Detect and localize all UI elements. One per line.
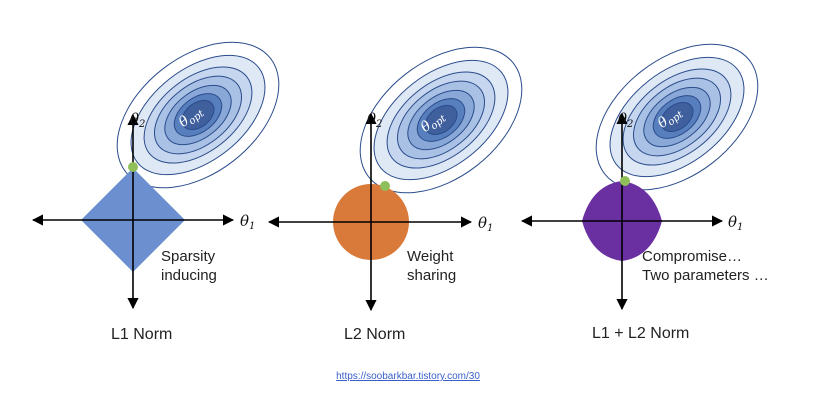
note-line-2: inducing: [161, 267, 217, 284]
caption: L1 + L2 Norm: [592, 325, 689, 342]
theta2-label: θ2: [618, 110, 633, 130]
caption: L1 Norm: [111, 326, 172, 343]
theta1-label: θ1: [728, 213, 743, 233]
panel-l1-norm: θ1 θ2 θopt Sparsity inducing L1 Norm: [31, 41, 280, 343]
source-link[interactable]: https://soobarkbar.tistory.com/30: [336, 371, 480, 382]
theta2-label: θ2: [130, 110, 145, 130]
note-line-1: Weight: [407, 248, 454, 265]
note-line-2: Two parameters …: [642, 267, 769, 284]
loss-contours: [116, 41, 280, 189]
theta2-label: θ2: [367, 110, 382, 130]
panel-l1-plus-l2-norm: θ1 θ2 θopt Compromise… Two parameters … …: [520, 43, 769, 342]
panel-l2-norm: θ1 θ2 θopt Weight sharing L2 Norm: [267, 46, 523, 343]
touch-point: [620, 176, 630, 186]
theta1-label: θ1: [240, 212, 255, 232]
regularization-diagrams: θ1 θ2 θopt Sparsity inducing L1 Norm θ1: [31, 41, 769, 343]
caption: L2 Norm: [344, 326, 405, 343]
note-line-2: sharing: [407, 267, 456, 284]
note-line-1: Sparsity: [161, 248, 216, 265]
theta1-label: θ1: [478, 214, 493, 234]
loss-contours: [595, 43, 759, 191]
touch-point: [380, 181, 390, 191]
touch-point: [128, 162, 138, 172]
loss-contours: [359, 46, 523, 194]
note-line-1: Compromise…: [642, 248, 742, 265]
